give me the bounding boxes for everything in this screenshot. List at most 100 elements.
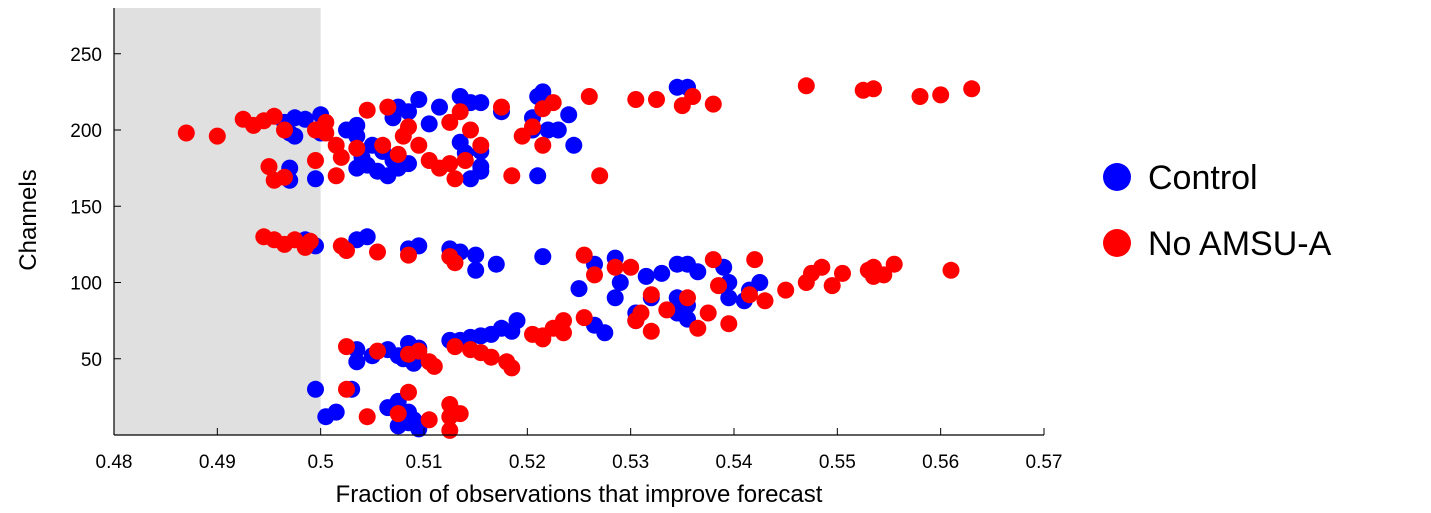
data-point-control — [487, 255, 505, 273]
data-point-no-amsu-a — [704, 251, 722, 269]
data-point-control — [307, 170, 324, 188]
data-point-control — [549, 121, 567, 139]
shaded-region — [114, 8, 321, 435]
data-point-no-amsu-a — [307, 152, 324, 169]
data-point-no-amsu-a — [797, 77, 815, 95]
data-point-no-amsu-a — [746, 251, 764, 269]
x-tick-label: 0.49 — [199, 452, 236, 473]
data-point-no-amsu-a — [710, 277, 727, 295]
data-point-no-amsu-a — [963, 80, 981, 98]
data-point-control — [467, 261, 485, 279]
data-point-no-amsu-a — [358, 101, 376, 119]
data-point-no-amsu-a — [389, 405, 407, 423]
data-point-no-amsu-a — [338, 338, 355, 356]
data-point-control — [472, 94, 490, 112]
data-point-no-amsu-a — [684, 88, 702, 105]
data-point-control — [348, 353, 366, 371]
data-point-no-amsu-a — [942, 261, 960, 279]
data-point-no-amsu-a — [482, 348, 500, 366]
data-point-no-amsu-a — [338, 380, 355, 398]
data-point-no-amsu-a — [777, 281, 795, 299]
data-point-control — [348, 116, 366, 134]
y-tick-label: 200 — [70, 121, 102, 142]
data-point-no-amsu-a — [503, 359, 521, 377]
data-point-control — [534, 248, 552, 266]
data-point-no-amsu-a — [658, 301, 676, 319]
data-point-control — [400, 103, 417, 121]
data-point-control — [529, 167, 547, 185]
data-point-no-amsu-a — [699, 304, 717, 322]
x-tick-label: 0.52 — [509, 452, 546, 473]
data-point-no-amsu-a — [642, 286, 660, 304]
x-axis-title: Fraction of observations that improve fo… — [336, 481, 823, 508]
legend-marker-no-amsu-a — [1103, 229, 1131, 257]
data-point-no-amsu-a — [462, 121, 479, 139]
data-point-no-amsu-a — [348, 139, 366, 157]
data-point-no-amsu-a — [932, 86, 950, 104]
data-point-no-amsu-a — [369, 342, 386, 360]
legend-label-control: Control — [1148, 159, 1258, 197]
data-point-no-amsu-a — [332, 148, 350, 166]
data-point-no-amsu-a — [389, 145, 407, 163]
data-point-control — [358, 228, 376, 246]
data-point-control — [611, 274, 629, 291]
data-point-no-amsu-a — [400, 246, 417, 264]
data-point-no-amsu-a — [865, 258, 882, 276]
data-point-no-amsu-a — [524, 118, 541, 136]
data-point-no-amsu-a — [865, 80, 882, 98]
data-point-no-amsu-a — [441, 155, 459, 173]
data-point-no-amsu-a — [642, 322, 660, 340]
data-point-control — [420, 115, 438, 133]
y-tick-label: 250 — [70, 45, 102, 66]
data-point-no-amsu-a — [446, 254, 464, 272]
data-point-no-amsu-a — [648, 91, 665, 108]
data-point-no-amsu-a — [555, 312, 572, 330]
data-point-no-amsu-a — [410, 342, 428, 360]
data-point-no-amsu-a — [575, 309, 593, 327]
data-point-control — [472, 162, 490, 180]
data-point-control — [653, 264, 671, 282]
data-point-control — [307, 380, 324, 398]
data-point-no-amsu-a — [834, 264, 851, 282]
data-point-no-amsu-a — [823, 277, 841, 295]
data-point-control — [431, 98, 448, 116]
x-tick-label: 0.5 — [307, 452, 333, 473]
data-point-control — [637, 267, 655, 285]
data-point-no-amsu-a — [400, 383, 417, 401]
data-point-no-amsu-a — [374, 136, 392, 154]
data-point-no-amsu-a — [369, 243, 386, 261]
data-point-no-amsu-a — [441, 421, 459, 439]
data-point-no-amsu-a — [208, 127, 226, 145]
data-point-no-amsu-a — [441, 113, 459, 131]
data-point-no-amsu-a — [338, 242, 355, 259]
data-point-no-amsu-a — [400, 118, 417, 136]
y-tick-label: 50 — [81, 350, 102, 371]
data-point-no-amsu-a — [456, 152, 474, 169]
axes-layer: 0.48 0.49 0.5 0.51 0.52 0.53 0.54 0.55 0.56 0.57 5… — [70, 8, 1062, 473]
data-point-control — [560, 106, 578, 124]
x-tick-label: 0.55 — [819, 452, 856, 473]
data-point-control — [720, 289, 738, 307]
data-point-no-amsu-a — [296, 238, 314, 256]
y-tick-label: 100 — [70, 274, 102, 295]
data-point-no-amsu-a — [358, 408, 376, 426]
data-point-no-amsu-a — [586, 266, 603, 284]
y-axis-title: Channels — [15, 169, 42, 270]
data-point-no-amsu-a — [276, 121, 293, 139]
data-point-control — [606, 289, 624, 307]
data-point-no-amsu-a — [472, 136, 490, 154]
data-point-no-amsu-a — [446, 338, 464, 356]
data-point-no-amsu-a — [580, 88, 598, 105]
data-point-control — [570, 280, 588, 298]
data-point-no-amsu-a — [260, 158, 278, 176]
data-point-control — [534, 83, 552, 101]
data-point-control — [296, 110, 314, 128]
data-point-no-amsu-a — [265, 107, 283, 125]
data-point-no-amsu-a — [720, 315, 738, 333]
x-tick-label: 0.53 — [612, 452, 649, 473]
data-point-no-amsu-a — [885, 255, 903, 273]
data-point-no-amsu-a — [534, 136, 552, 154]
data-point-no-amsu-a — [591, 167, 609, 185]
data-point-no-amsu-a — [689, 319, 707, 337]
